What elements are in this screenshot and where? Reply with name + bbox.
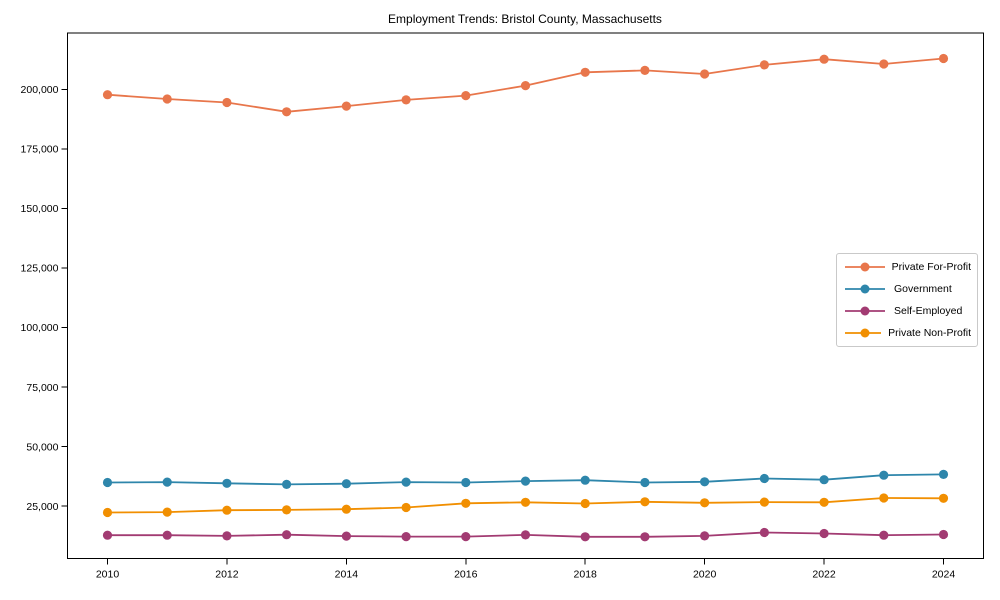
plot-border: [67, 32, 984, 559]
series-marker-private-non-profit: [341, 504, 351, 514]
series-marker-government: [938, 469, 949, 479]
series-marker-private-non-profit: [879, 493, 889, 503]
legend: Private For-Profit Government Self-Employe…: [836, 253, 978, 347]
series-marker-government: [759, 473, 770, 484]
series-marker-private-non-profit: [282, 505, 292, 515]
series-marker-private-for-profit: [162, 94, 172, 104]
legend-label-self-employed: Self-Employed: [894, 305, 963, 317]
series-marker-private-for-profit: [341, 101, 351, 111]
series-marker-self-employed: [819, 528, 829, 539]
legend-item-private-for-profit: Private For-Profit: [843, 261, 971, 273]
series-marker-self-employed: [341, 531, 351, 541]
legend-marker-self-employed: [845, 306, 885, 316]
y-tick-label: 25,000: [26, 501, 58, 513]
series-marker-self-employed: [938, 529, 949, 540]
x-tick-label: 2010: [96, 569, 120, 581]
series-marker-self-employed: [162, 530, 172, 540]
legend-item-self-employed: Self-Employed: [843, 305, 971, 317]
series-private-non-profit: [102, 493, 949, 518]
series-marker-government: [341, 479, 351, 489]
series-marker-private-non-profit: [401, 502, 411, 513]
series-marker-private-for-profit: [222, 97, 232, 108]
series-marker-self-employed: [461, 532, 471, 542]
x-tick-label: 2012: [215, 569, 239, 581]
legend-item-government: Government: [843, 283, 971, 295]
y-tick-label: 75,000: [26, 382, 58, 394]
series-marker-government: [401, 477, 411, 487]
series-marker-government: [461, 477, 471, 488]
x-tick-label: 2020: [693, 569, 717, 581]
series-marker-self-employed: [102, 530, 113, 540]
x-tick-label: 2022: [812, 569, 836, 581]
series-self-employed: [102, 527, 949, 542]
series-marker-private-non-profit: [520, 497, 531, 507]
series-marker-government: [520, 476, 531, 486]
series-marker-government: [222, 478, 232, 488]
series-marker-self-employed: [640, 532, 650, 542]
series-marker-government: [640, 477, 650, 488]
series-marker-self-employed: [401, 532, 411, 542]
series-marker-government: [162, 477, 172, 487]
x-tick-label: 2014: [335, 569, 359, 581]
x-tick-label: 2024: [932, 569, 956, 581]
series-marker-private-for-profit: [282, 107, 292, 117]
legend-marker-government: [845, 284, 885, 294]
series-marker-self-employed: [700, 531, 710, 541]
series-marker-private-for-profit: [759, 60, 770, 70]
legend-marker-private-non-profit: [845, 328, 882, 338]
series-marker-private-non-profit: [461, 498, 471, 508]
series-marker-private-non-profit: [819, 497, 829, 507]
x-tick-label: 2018: [574, 569, 598, 581]
y-tick-label: 100,000: [21, 322, 59, 334]
series-marker-private-non-profit: [640, 497, 650, 507]
series-marker-government: [282, 479, 292, 489]
series-marker-private-for-profit: [938, 53, 949, 64]
y-tick-label: 200,000: [21, 84, 59, 96]
series-marker-private-non-profit: [700, 498, 710, 508]
series-marker-self-employed: [580, 532, 590, 542]
series-marker-private-for-profit: [520, 81, 531, 91]
series-marker-private-non-profit: [938, 493, 949, 503]
chart-title: Employment Trends: Bristol County, Massa…: [388, 12, 662, 26]
series-marker-self-employed: [520, 530, 531, 540]
series-marker-private-non-profit: [580, 498, 590, 509]
legend-label-private-for-profit: Private For-Profit: [891, 261, 971, 273]
series-private-for-profit: [102, 53, 949, 117]
series-marker-government: [819, 475, 829, 485]
series-marker-government: [879, 470, 889, 480]
series-marker-private-for-profit: [640, 65, 650, 75]
legend-label-private-non-profit: Private Non-Profit: [888, 327, 971, 339]
y-tick-label: 150,000: [21, 203, 59, 215]
y-tick-label: 175,000: [21, 144, 59, 156]
series-marker-private-for-profit: [879, 59, 889, 69]
series-marker-private-for-profit: [461, 91, 471, 101]
series-marker-self-employed: [879, 530, 889, 540]
series-marker-private-for-profit: [401, 95, 411, 105]
series-marker-private-non-profit: [162, 507, 172, 517]
series-marker-self-employed: [282, 530, 292, 540]
series-marker-private-non-profit: [759, 497, 770, 507]
series-marker-government: [580, 475, 590, 485]
series-marker-self-employed: [222, 531, 232, 541]
series-marker-government: [700, 477, 710, 487]
series-marker-private-non-profit: [102, 507, 113, 518]
series-marker-private-for-profit: [819, 54, 829, 64]
series-marker-private-for-profit: [102, 90, 113, 100]
y-tick-label: 50,000: [26, 441, 58, 453]
y-tick-label: 125,000: [21, 263, 59, 275]
series-marker-private-for-profit: [700, 69, 710, 79]
legend-item-private-non-profit: Private Non-Profit: [843, 327, 971, 339]
legend-label-government: Government: [894, 283, 952, 295]
x-tick-label: 2016: [454, 569, 478, 581]
series-marker-self-employed: [759, 527, 770, 538]
legend-marker-private-for-profit: [845, 262, 885, 272]
series-marker-private-non-profit: [222, 505, 232, 515]
series-government: [102, 469, 949, 489]
series-marker-government: [102, 477, 113, 488]
series-marker-private-for-profit: [580, 67, 590, 77]
